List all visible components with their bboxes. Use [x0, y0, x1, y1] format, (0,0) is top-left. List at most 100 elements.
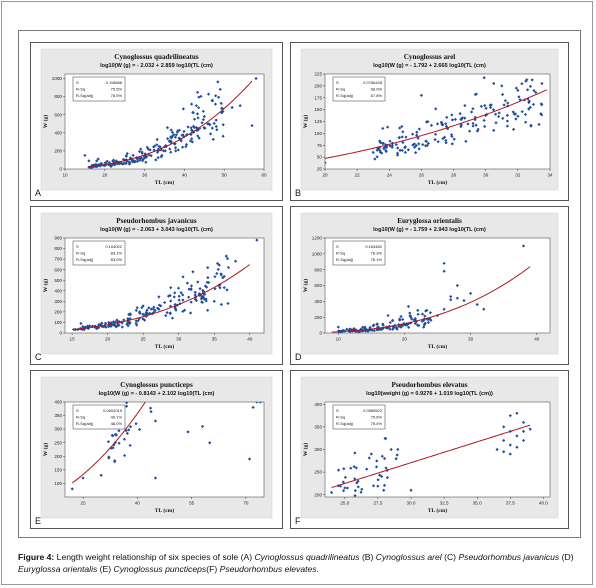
chart-c-stat-value: 83.1% [111, 251, 123, 256]
chart-e-point [255, 402, 259, 404]
chart-d-point [521, 244, 526, 248]
chart-e-stat-label: S [76, 408, 79, 413]
chart-b-point [475, 129, 479, 133]
chart-a-point [169, 135, 173, 139]
chart-a-point [181, 107, 185, 111]
chart-f-point [377, 473, 382, 477]
chart-b-point [540, 43, 543, 44]
chart-f-ylabel: W (g) [302, 443, 309, 457]
chart-b-point [412, 145, 417, 149]
chart-c-fit-line [72, 264, 251, 331]
chart-b-point [474, 123, 478, 127]
chart-f-xtick-label: 30.0 [407, 501, 416, 506]
chart-c-stats-box [72, 240, 126, 266]
chart-c-point [219, 302, 223, 307]
chart-a-xlabel: TL (cm) [155, 179, 175, 186]
chart-f-point [396, 447, 400, 452]
chart-a-point [212, 121, 216, 126]
chart-a-point [157, 144, 161, 149]
chart-b-ytick-label: 50 [317, 155, 323, 160]
chart-b-point [414, 151, 418, 155]
chart-a-xtick-label: 50 [222, 173, 228, 178]
panel-letter-f: F [295, 516, 301, 526]
chart-c: Pseudorhombus javanicus log10(W (g) = - 2… [40, 212, 273, 355]
chart-a-point [122, 161, 126, 166]
chart-d-subtitle: log10(W (g) = - 1.759 + 2.943 log10(TL (… [373, 227, 486, 233]
chart-f-stat-value: 75.6% [371, 415, 383, 420]
chart-f-ytick-label: 200 [314, 492, 322, 497]
chart-e-point [162, 372, 165, 375]
chart-a-point [167, 139, 171, 144]
chart-f-stat-label: R-Sq(adj) [336, 421, 354, 426]
chart-a-point [215, 128, 219, 132]
chart-f-point [389, 447, 393, 452]
chart-a-point [192, 117, 197, 121]
chart-b-stat-value: 0.0766428 [363, 80, 383, 85]
chart-c-point [155, 306, 160, 310]
chart-c-point [114, 325, 118, 329]
chart-a-point [211, 137, 215, 141]
chart-a-ylabel: W (g) [42, 115, 49, 129]
chart-b-point [395, 151, 400, 155]
panel-a: Cynoglossus quadrilineatus log10(W (g) = … [30, 42, 283, 201]
panels-area: Cynoglossus quadrilineatus log10(W (g) = … [18, 30, 581, 538]
caption-sep-c: (C) [441, 552, 459, 562]
chart-f-stat-label: S [336, 408, 339, 413]
chart-b-stat-label: R-Sq [336, 87, 345, 92]
chart-a-point [154, 158, 158, 162]
chart-a-point [83, 153, 87, 158]
chart-d-point [394, 325, 398, 330]
figure-caption: Figure 4: Length weight relationship of … [18, 551, 584, 575]
chart-e-point [113, 459, 117, 463]
chart-a-point [202, 126, 207, 130]
chart-b-point [416, 136, 420, 140]
chart-e-title: Cynoglossus puncticeps [120, 381, 193, 389]
chart-d-fit-line [331, 266, 531, 333]
chart-e-ytick-label: 350 [54, 413, 62, 418]
chart-b-point [489, 103, 493, 107]
caption-species-c: Pseudorhombus javanicus [458, 552, 560, 562]
chart-c-stat-value: 0.104022 [105, 244, 122, 249]
chart-d-stat-value: 0.163452 [365, 244, 382, 249]
panel-letter-b: B [295, 188, 302, 198]
chart-b-point [488, 105, 493, 110]
chart-e-xtick-label: 25 [81, 501, 87, 506]
chart-d-xtick-label: 20 [402, 337, 408, 342]
chart-b-ytick-label: 100 [314, 131, 322, 136]
chart-b-point [527, 107, 531, 111]
chart-d-ytick-label: 200 [314, 315, 322, 320]
chart-a-point [111, 158, 116, 162]
chart-e-ytick-label: 100 [54, 481, 62, 486]
chart-a-point [184, 145, 188, 149]
chart-b-point [406, 148, 410, 152]
chart-b-point [516, 88, 520, 92]
chart-d-point [482, 307, 486, 311]
chart-a-xtick-label: 40 [182, 173, 188, 178]
chart-a-point [182, 129, 186, 133]
chart-c-ytick-label: 900 [54, 236, 62, 241]
chart-a-point [197, 95, 201, 99]
caption-text: Length weight relationship of six specie… [54, 552, 255, 562]
caption-sep-b: (B) [359, 552, 376, 562]
chart-a-point [210, 126, 214, 130]
chart-b-point [440, 122, 444, 127]
chart-b-point [412, 142, 417, 146]
chart-f-ytick-label: 350 [314, 424, 322, 429]
chart-a-point [125, 151, 129, 156]
chart-b-point [381, 141, 385, 146]
chart-b-point [513, 112, 518, 116]
chart-b-point [453, 117, 457, 121]
chart-c-point [95, 327, 99, 331]
chart-a-point [140, 151, 144, 155]
chart-c-point [181, 293, 185, 297]
chart-e-point [153, 419, 158, 423]
chart-b-stat-value: 67.8% [371, 93, 383, 98]
chart-a-ytick-label: 0 [59, 167, 62, 172]
chart-f-subtitle: log10(weight (g) = 0.9276 + 1.019 log10(… [366, 391, 493, 397]
chart-a-fit-line [88, 80, 253, 168]
chart-b-point [450, 113, 454, 117]
chart-c-xlabel: TL (cm) [155, 343, 175, 350]
chart-b-xtick-label: 34 [547, 173, 553, 178]
chart-c-point [128, 312, 132, 316]
